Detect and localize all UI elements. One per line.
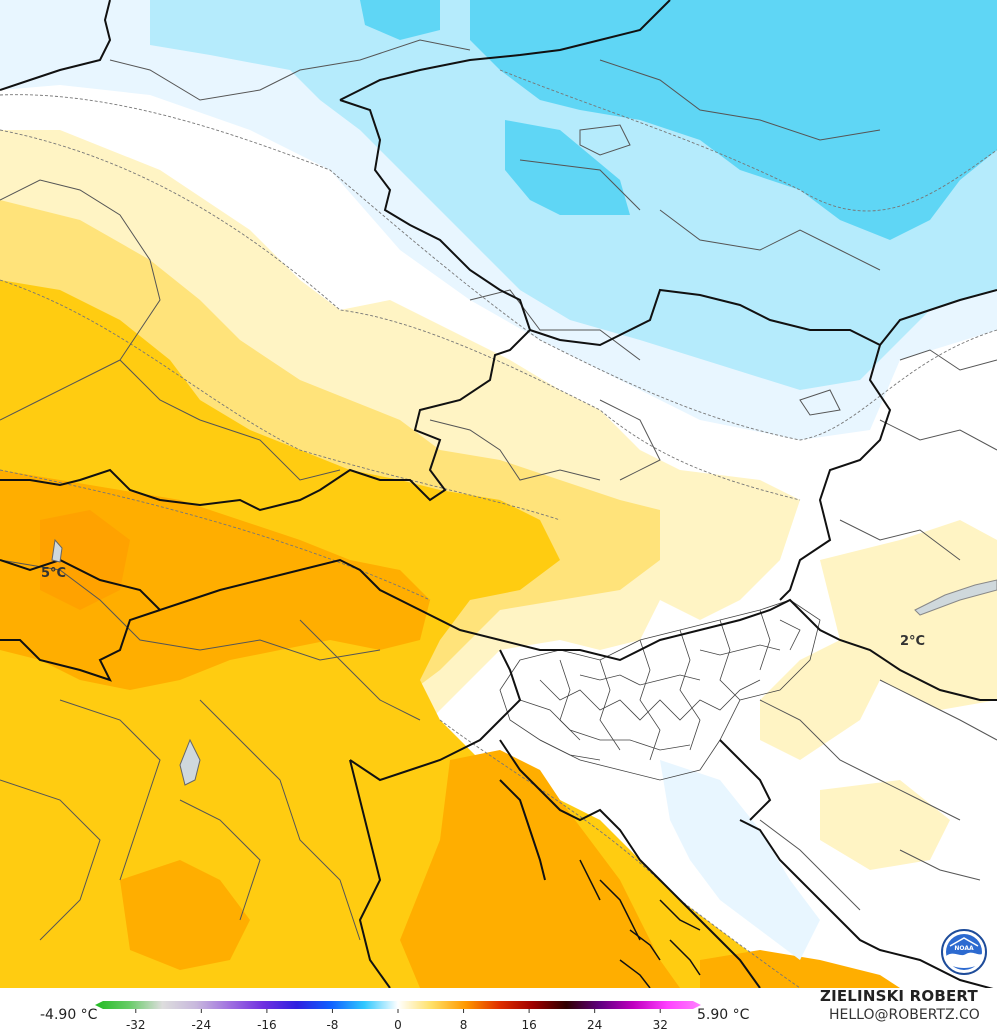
temperature-zone-cold-3c: [360, 0, 440, 40]
colorbar-min-label: -4.90 °C: [40, 1007, 98, 1023]
temp-label-east: 2°C: [900, 634, 925, 649]
colorbar-tick-label: 24: [587, 1018, 602, 1032]
temperature-zone-warm-1c: [820, 780, 950, 870]
temperature-map: 5°C 2°C: [0, 0, 997, 988]
temperature-zone-cold-3b: [505, 120, 630, 215]
colorbar-tick-label: 16: [521, 1018, 536, 1032]
colorbar-tick-label: 8: [460, 1018, 468, 1032]
coastline-islands: [579, 859, 701, 988]
colorbar-tick-label: -16: [257, 1018, 277, 1032]
temperature-zone-warm-4c: [120, 860, 250, 970]
noaa-logo: NOAA: [940, 928, 988, 976]
colorbar-tick-label: -24: [192, 1018, 212, 1032]
lake-garda: [179, 738, 201, 786]
temp-label-west: 5°C: [41, 566, 66, 581]
colorbar-max-label: 5.90 °C: [697, 1007, 750, 1023]
colorbar-bar: [95, 1001, 701, 1009]
colorbar-tick-label: -32: [126, 1018, 146, 1032]
lake-bodensee: [51, 538, 63, 563]
footer: [0, 988, 997, 1035]
temperature-zone-warm-4d: [700, 950, 900, 988]
noaa-logo-text: NOAA: [954, 945, 974, 952]
colorbar-tick-label: 32: [653, 1018, 668, 1032]
credit-email: HELLO@ROBERTZ.CO: [829, 1007, 980, 1023]
temperature-zone-cold-sea: [660, 760, 820, 960]
temperature-zone-warm-5: [40, 510, 130, 610]
colorbar-tick-label: 0: [394, 1018, 402, 1032]
lake-balaton: [914, 579, 997, 616]
temperature-zone-cold-3: [470, 0, 997, 240]
colorbar-ticks: -32 -24 -16 -8 0 8 16 24 32: [126, 1009, 668, 1032]
temperature-zone-warm-4b: [400, 750, 680, 988]
colorbar: -32 -24 -16 -8 0 8 16 24 32: [95, 1001, 701, 1032]
country-borders: [0, 0, 997, 988]
temperature-zone-warm-1b: [760, 520, 997, 760]
credit-name: ZIELINSKI ROBERT: [820, 987, 978, 1005]
municipal-borders: [499, 599, 821, 781]
region-borders: [0, 39, 997, 941]
colorbar-tick-label: -8: [326, 1018, 338, 1032]
